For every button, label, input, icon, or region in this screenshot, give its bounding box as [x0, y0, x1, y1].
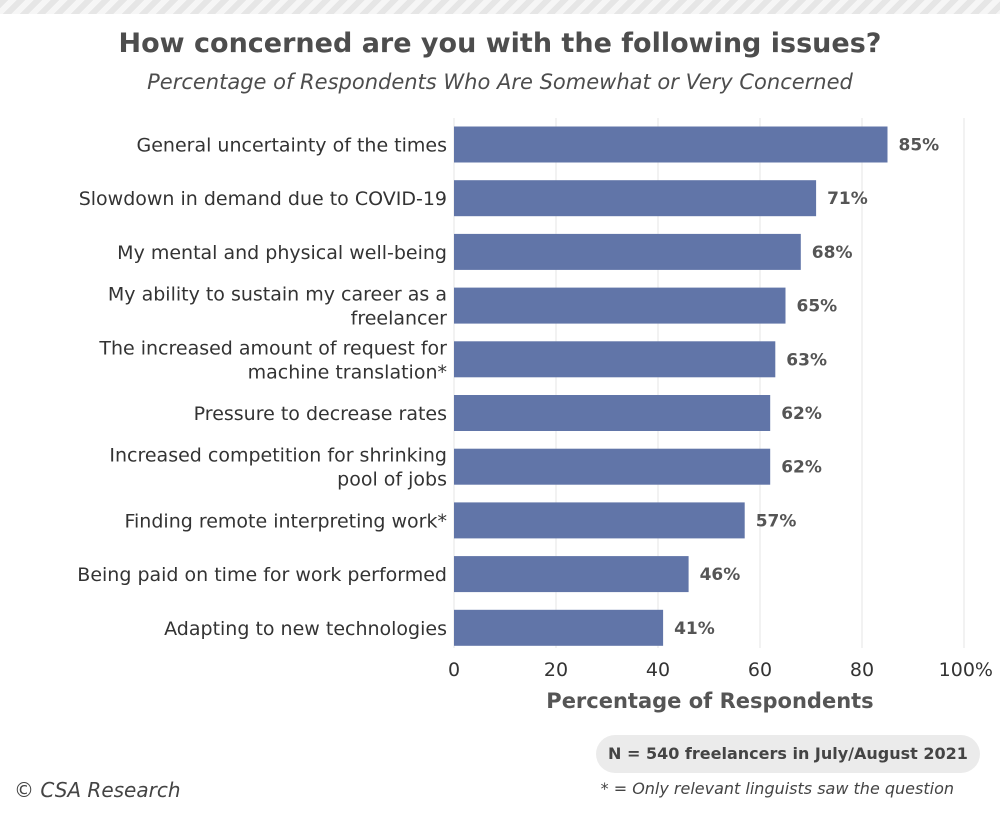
category-label: Being paid on time for work performed — [77, 564, 447, 586]
value-label: 63% — [786, 350, 827, 370]
category-label: machine translation* — [248, 361, 447, 383]
value-label: 62% — [781, 458, 822, 478]
category-label: My mental and physical well-being — [117, 242, 447, 264]
sample-size-note: N = 540 freelancers in July/August 2021 — [596, 735, 980, 773]
x-tick-label: 80 — [850, 659, 874, 681]
chart-title: How concerned are you with the following… — [118, 28, 882, 59]
category-label: Pressure to decrease rates — [194, 403, 447, 425]
bar — [454, 448, 771, 485]
bar — [454, 126, 888, 163]
x-tick-label: 100% — [939, 659, 993, 681]
bar — [454, 233, 801, 270]
bar — [454, 609, 664, 646]
category-label: General uncertainty of the times — [137, 135, 448, 157]
bar — [454, 556, 689, 593]
category-label: pool of jobs — [337, 469, 447, 491]
category-label: My ability to sustain my career as a — [108, 284, 447, 306]
category-label: The increased amount of request for — [98, 337, 447, 359]
bar — [454, 502, 745, 539]
value-label: 46% — [700, 565, 741, 585]
category-label: Adapting to new technologies — [164, 618, 447, 640]
copyright-notice: © CSA Research — [14, 778, 181, 802]
chart-subtitle: Percentage of Respondents Who Are Somewh… — [147, 70, 853, 94]
bar — [454, 287, 786, 324]
x-tick-label: 40 — [646, 659, 670, 681]
category-label: Finding remote interpreting work* — [124, 510, 447, 532]
value-label: 41% — [674, 619, 715, 639]
value-label: 62% — [781, 404, 822, 424]
x-tick-label: 20 — [544, 659, 568, 681]
category-label: Increased competition for shrinking — [109, 445, 447, 467]
bar — [454, 341, 776, 378]
x-tick-label: 60 — [748, 659, 772, 681]
value-label: 68% — [812, 243, 853, 263]
bar — [454, 395, 771, 431]
x-tick-label: 0 — [448, 659, 460, 681]
value-label: 57% — [756, 511, 797, 531]
x-axis-title: Percentage of Respondents — [546, 689, 873, 713]
header-stripe — [0, 0, 1000, 14]
category-label: freelancer — [351, 308, 448, 330]
asterisk-footnote: * = Only relevant linguists saw the ques… — [600, 779, 954, 798]
value-label: 85% — [899, 136, 940, 156]
bar — [454, 180, 817, 217]
value-label: 65% — [797, 297, 838, 317]
value-label: 71% — [827, 189, 868, 209]
category-label: Slowdown in demand due to COVID-19 — [79, 188, 447, 210]
